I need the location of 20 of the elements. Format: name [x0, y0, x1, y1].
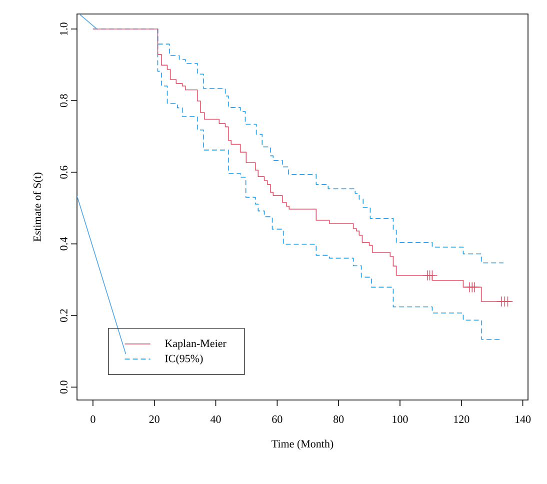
- legend-label: Kaplan-Meier: [165, 339, 226, 350]
- y-tick-label: 0.8: [60, 94, 68, 108]
- y-tick-label: 0.2: [60, 309, 68, 322]
- x-tick-label: 100: [392, 416, 408, 423]
- x-tick-label: 140: [516, 416, 531, 423]
- x-tick-label: 60: [272, 416, 282, 423]
- x-tick-label: 80: [334, 416, 344, 423]
- x-tick-label: 0: [90, 416, 96, 423]
- y-tick-label: 0.6: [60, 166, 68, 179]
- y-tick-label: 0.0: [60, 380, 68, 394]
- x-tick-label: 20: [149, 416, 160, 423]
- legend-label: IC(95%): [165, 354, 203, 364]
- x-tick-label: 40: [210, 416, 221, 423]
- point: [426, 270, 438, 281]
- x-tick-label: 120: [454, 416, 470, 423]
- y-axis-title: Estimate of S(t): [33, 172, 44, 242]
- x-axis-title: Time (Month): [272, 440, 334, 450]
- point: [469, 282, 480, 293]
- y-tick-label: 0.4: [60, 237, 68, 250]
- y-tick-label: 1.0: [60, 22, 68, 35]
